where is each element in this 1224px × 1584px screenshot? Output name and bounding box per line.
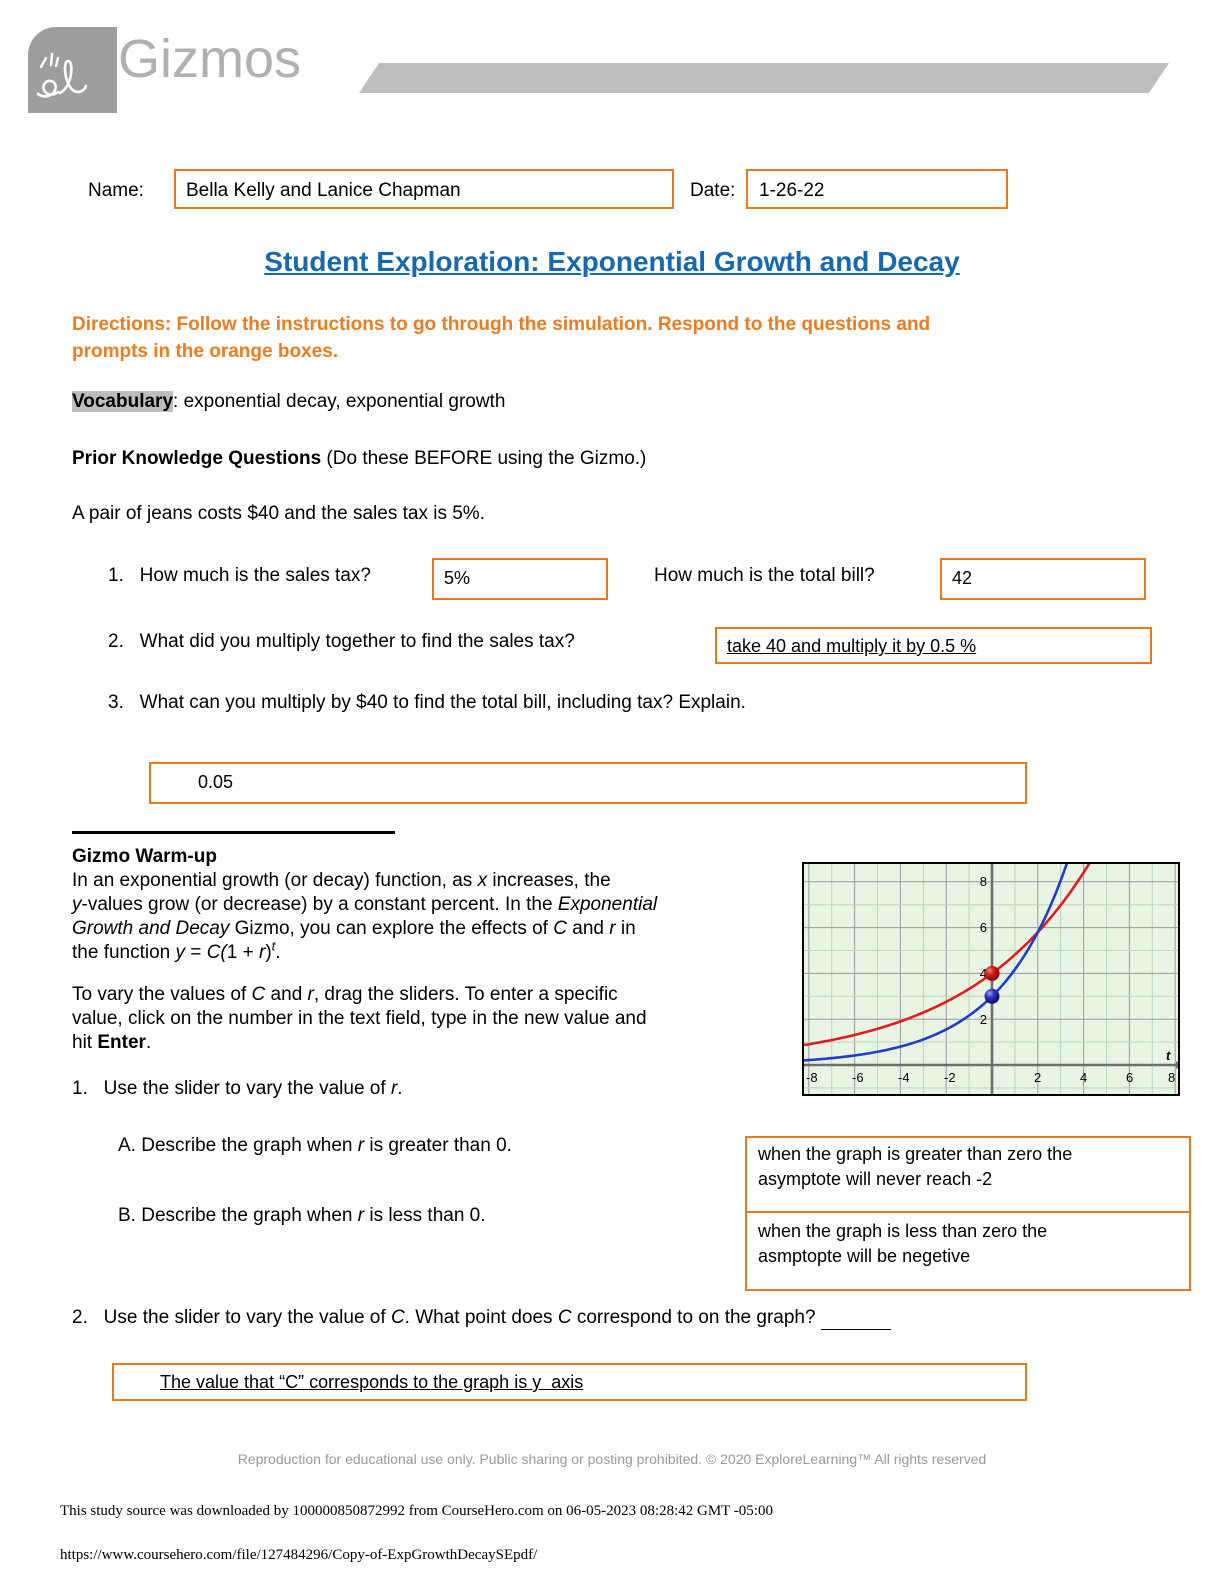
svg-text:-4: -4 — [898, 1070, 910, 1085]
svg-text:4: 4 — [1080, 1070, 1087, 1085]
svg-text:8: 8 — [1168, 1070, 1175, 1085]
svg-text:t: t — [1166, 1048, 1171, 1063]
svg-text:6: 6 — [1126, 1070, 1133, 1085]
svg-text:-8: -8 — [806, 1070, 818, 1085]
svg-text:2: 2 — [980, 1012, 987, 1027]
svg-text:-2: -2 — [944, 1070, 956, 1085]
svg-text:2: 2 — [1034, 1070, 1041, 1085]
svg-text:6: 6 — [980, 920, 987, 935]
svg-text:-6: -6 — [852, 1070, 864, 1085]
svg-text:8: 8 — [980, 874, 987, 889]
